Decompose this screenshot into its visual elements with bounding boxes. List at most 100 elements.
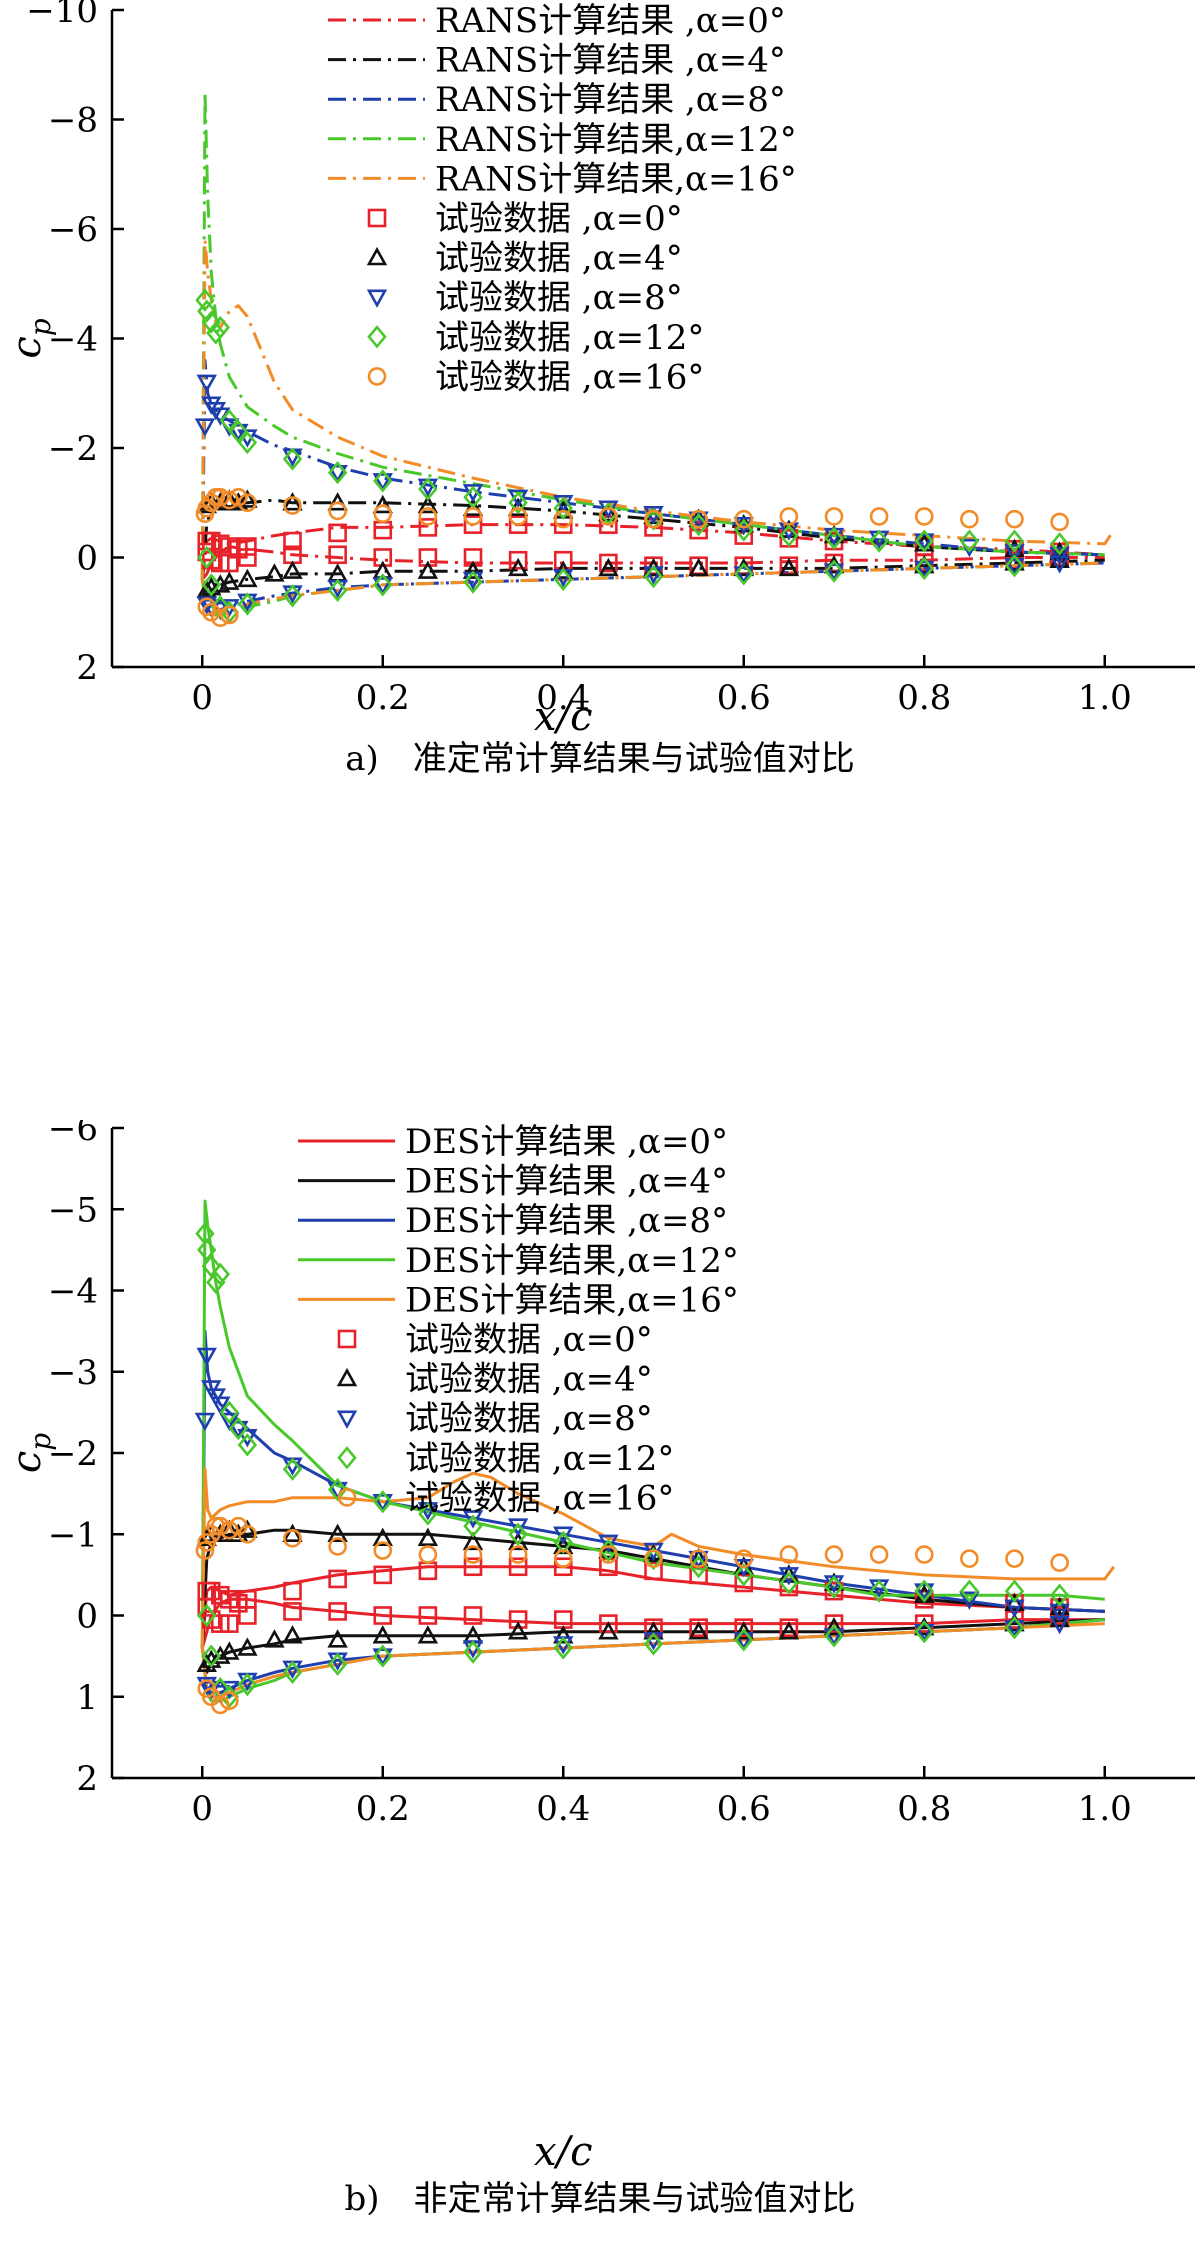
data-point — [598, 557, 619, 577]
data-point — [327, 1477, 348, 1502]
data-point — [327, 578, 348, 602]
legend-label: DES计算结果 ,α=0° — [405, 1122, 728, 1162]
data-point — [327, 461, 348, 485]
data-point — [328, 1602, 347, 1621]
data-point — [598, 1539, 619, 1559]
chart-b-svg: −6 −5 −4 −3 −2 −1 0 1 2 0 0.2 0.4 0.6 0.8 1.0 x/c cp b) 非… — [4, 1109, 1195, 2219]
data-point — [219, 489, 240, 508]
y-tick-label: −1 — [48, 1515, 98, 1555]
data-point — [959, 1591, 980, 1610]
data-point — [195, 1541, 215, 1560]
data-point — [463, 485, 483, 509]
data-point — [1004, 554, 1025, 578]
data-point — [373, 1490, 393, 1514]
data-point — [507, 1621, 529, 1640]
plot-area — [194, 90, 1116, 628]
data-point — [914, 1579, 934, 1603]
data-point — [327, 1652, 348, 1676]
data-point — [689, 509, 708, 529]
data-point — [733, 566, 754, 585]
data-point — [553, 1526, 574, 1545]
data-point — [238, 1524, 257, 1544]
data-point — [282, 1660, 303, 1685]
x-tick-label: 0.2 — [356, 678, 410, 718]
legend-item: 试验数据 ,α=4° — [366, 239, 683, 279]
legend-label: RANS计算结果 ,α=4° — [435, 41, 786, 81]
data-point — [327, 464, 348, 484]
data-point — [914, 529, 934, 553]
data-point — [463, 515, 483, 534]
data-point — [283, 531, 302, 551]
data-point — [367, 325, 387, 349]
data-point — [1004, 1616, 1025, 1640]
legend-label: DES计算结果 ,α=4° — [405, 1162, 728, 1202]
legend-label: 试验数据 ,α=8° — [405, 1399, 653, 1439]
chart-caption: a) 准定常计算结果与试验值对比 — [345, 739, 855, 779]
data-point — [237, 592, 258, 616]
x-tick-label: 0.6 — [717, 678, 771, 718]
data-point — [644, 1549, 663, 1568]
data-point — [220, 553, 239, 573]
data-point — [197, 597, 217, 617]
legend-label: 试验数据 ,α=8° — [435, 278, 683, 318]
legend-item: DES计算结果 ,α=0° — [298, 1122, 728, 1162]
data-point — [211, 487, 230, 507]
data-point — [366, 289, 388, 308]
data-point — [824, 1614, 844, 1633]
data-point — [220, 1614, 239, 1633]
data-point — [417, 494, 439, 514]
data-point — [824, 559, 844, 583]
y-tick-label: 0 — [76, 539, 98, 579]
data-point — [283, 1529, 302, 1548]
data-point — [778, 1567, 800, 1586]
data-point — [1004, 544, 1025, 563]
data-point — [366, 246, 388, 266]
data-point — [960, 509, 979, 529]
series-line — [200, 1597, 1105, 1649]
data-point — [1049, 1615, 1070, 1635]
data-point — [644, 1561, 663, 1581]
legend-label: 试验数据 ,α=16° — [435, 357, 704, 397]
data-point — [914, 1624, 935, 1643]
data-point — [734, 1549, 754, 1568]
data-point — [1049, 532, 1070, 556]
data-point — [507, 1518, 529, 1537]
series-line — [200, 558, 1105, 598]
series-line — [200, 90, 1105, 580]
data-point — [463, 1545, 483, 1564]
data-point — [264, 1629, 285, 1648]
data-point — [553, 1625, 574, 1644]
series-line — [200, 1467, 1116, 1649]
data-point — [553, 509, 573, 529]
legend-item: 试验数据 ,α=4° — [336, 1360, 653, 1400]
y-tick-label: −2 — [48, 1434, 98, 1474]
data-point — [336, 1367, 358, 1387]
data-point — [194, 418, 216, 437]
data-point — [196, 1347, 217, 1367]
x-axis-label: x/c — [534, 2129, 592, 2175]
data-point — [206, 1270, 226, 1295]
chart-caption: b) 非定常计算结果与试验值对比 — [344, 2179, 855, 2219]
data-point — [734, 1618, 754, 1637]
data-point — [553, 567, 573, 592]
data-point — [734, 1563, 754, 1587]
data-point — [1049, 555, 1070, 574]
data-point — [195, 288, 215, 312]
data-point — [282, 1523, 303, 1542]
y-tick-label: 2 — [76, 648, 98, 688]
data-point — [1004, 1619, 1025, 1639]
data-point — [372, 577, 393, 596]
data-point — [237, 1637, 258, 1656]
data-point — [643, 565, 664, 589]
data-point — [508, 491, 528, 515]
data-point — [824, 1575, 844, 1599]
data-point — [507, 557, 529, 577]
data-point — [373, 1606, 393, 1625]
data-point — [238, 537, 257, 556]
data-point — [337, 1488, 357, 1507]
data-point — [372, 1494, 393, 1513]
data-point — [553, 1549, 573, 1568]
data-point — [327, 1629, 348, 1648]
data-point — [219, 1641, 240, 1660]
data-point — [643, 1621, 664, 1640]
